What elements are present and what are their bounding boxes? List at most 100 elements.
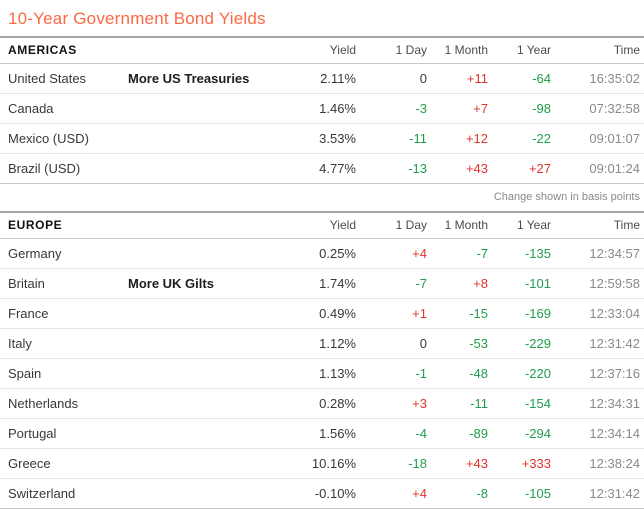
more-link-empty — [128, 358, 290, 389]
change-1month: +43 — [427, 153, 488, 184]
country-name[interactable]: Greece — [0, 448, 128, 479]
col-header-1day: 1 Day — [356, 37, 427, 64]
yield-value: 3.53% — [290, 123, 356, 154]
col-header-1day: 1 Day — [356, 212, 427, 239]
table-row: Portugal 1.56% -4 -89 -294 12:34:14 — [0, 418, 644, 449]
yield-value: 1.56% — [290, 418, 356, 449]
yield-value: 1.74% — [290, 268, 356, 299]
change-1day: -1 — [356, 358, 427, 389]
col-header-1year: 1 Year — [488, 212, 551, 239]
change-1day: +4 — [356, 238, 427, 269]
more-link-empty — [128, 298, 290, 329]
yield-value: 1.12% — [290, 328, 356, 359]
yield-value: 2.11% — [290, 63, 356, 94]
section-label-europe: EUROPE — [0, 212, 290, 239]
change-1month: +11 — [427, 63, 488, 94]
time-value: 12:31:42 — [551, 478, 644, 509]
change-1year: -169 — [488, 298, 551, 329]
table-row: Netherlands 0.28% +3 -11 -154 12:34:31 — [0, 388, 644, 419]
change-1year: -64 — [488, 63, 551, 94]
change-1year: -98 — [488, 93, 551, 124]
change-1day: -13 — [356, 153, 427, 184]
country-name[interactable]: Italy — [0, 328, 128, 359]
country-name[interactable]: Spain — [0, 358, 128, 389]
table-row: Canada 1.46% -3 +7 -98 07:32:58 — [0, 93, 644, 124]
col-header-yield: Yield — [290, 37, 356, 64]
table-row: United States More US Treasuries 2.11% 0… — [0, 63, 644, 94]
time-value: 09:01:07 — [551, 123, 644, 154]
change-1year: -229 — [488, 328, 551, 359]
change-1day: 0 — [356, 63, 427, 94]
section-header-row: EUROPE Yield 1 Day 1 Month 1 Year Time — [0, 212, 644, 239]
change-1year: -220 — [488, 358, 551, 389]
time-value: 16:35:02 — [551, 63, 644, 94]
country-name[interactable]: United States — [0, 63, 128, 94]
table-row: Switzerland -0.10% +4 -8 -105 12:31:42 — [0, 478, 644, 509]
change-1day: +4 — [356, 478, 427, 509]
time-value: 12:31:42 — [551, 328, 644, 359]
col-header-time: Time — [551, 37, 644, 64]
yield-value: 10.16% — [290, 448, 356, 479]
section-label-americas: AMERICAS — [0, 37, 290, 64]
change-1month: -53 — [427, 328, 488, 359]
change-1month: +8 — [427, 268, 488, 299]
americas-table: AMERICAS Yield 1 Day 1 Month 1 Year Time… — [0, 36, 644, 184]
time-value: 12:34:31 — [551, 388, 644, 419]
more-link-empty — [128, 153, 290, 184]
table-row: France 0.49% +1 -15 -169 12:33:04 — [0, 298, 644, 329]
more-link-empty — [128, 238, 290, 269]
col-header-1month: 1 Month — [427, 212, 488, 239]
country-name[interactable]: Brazil (USD) — [0, 153, 128, 184]
country-name[interactable]: Canada — [0, 93, 128, 124]
yield-value: 4.77% — [290, 153, 356, 184]
table-row: Italy 1.12% 0 -53 -229 12:31:42 — [0, 328, 644, 359]
country-name[interactable]: Switzerland — [0, 478, 128, 509]
yield-value: 0.49% — [290, 298, 356, 329]
country-name[interactable]: Germany — [0, 238, 128, 269]
col-header-1month: 1 Month — [427, 37, 488, 64]
more-link-empty — [128, 388, 290, 419]
time-value: 12:34:57 — [551, 238, 644, 269]
more-link-empty — [128, 418, 290, 449]
change-1month: -48 — [427, 358, 488, 389]
change-1year: +333 — [488, 448, 551, 479]
table-row: Britain More UK Gilts 1.74% -7 +8 -101 1… — [0, 268, 644, 299]
country-name[interactable]: Portugal — [0, 418, 128, 449]
yield-value: 1.46% — [290, 93, 356, 124]
table-row: Greece 10.16% -18 +43 +333 12:38:24 — [0, 448, 644, 479]
time-value: 12:37:16 — [551, 358, 644, 389]
col-header-yield: Yield — [290, 212, 356, 239]
table-row: Spain 1.13% -1 -48 -220 12:37:16 — [0, 358, 644, 389]
change-1year: +27 — [488, 153, 551, 184]
country-name[interactable]: France — [0, 298, 128, 329]
change-1month: +43 — [427, 448, 488, 479]
yield-value: 1.13% — [290, 358, 356, 389]
change-1day: -7 — [356, 268, 427, 299]
change-1month: -15 — [427, 298, 488, 329]
more-link-empty — [128, 448, 290, 479]
country-name[interactable]: Britain — [0, 268, 128, 299]
country-name[interactable]: Mexico (USD) — [0, 123, 128, 154]
change-1month: +12 — [427, 123, 488, 154]
section-header-row: AMERICAS Yield 1 Day 1 Month 1 Year Time — [0, 37, 644, 64]
change-1month: +7 — [427, 93, 488, 124]
more-uk-gilts-link[interactable]: More UK Gilts — [128, 268, 290, 299]
change-1year: -135 — [488, 238, 551, 269]
change-1day: +1 — [356, 298, 427, 329]
basis-points-note: Change shown in basis points — [493, 191, 640, 203]
table-row: Brazil (USD) 4.77% -13 +43 +27 09:01:24 — [0, 153, 644, 184]
table-row: Mexico (USD) 3.53% -11 +12 -22 09:01:07 — [0, 123, 644, 154]
change-1year: -154 — [488, 388, 551, 419]
change-1month: -11 — [427, 388, 488, 419]
col-header-1year: 1 Year — [488, 37, 551, 64]
more-us-treasuries-link[interactable]: More US Treasuries — [128, 63, 290, 94]
change-1year: -101 — [488, 268, 551, 299]
change-1day: +3 — [356, 388, 427, 419]
time-value: 12:33:04 — [551, 298, 644, 329]
change-1year: -105 — [488, 478, 551, 509]
change-1day: -3 — [356, 93, 427, 124]
time-value: 12:38:24 — [551, 448, 644, 479]
change-1day: -18 — [356, 448, 427, 479]
country-name[interactable]: Netherlands — [0, 388, 128, 419]
change-1day: -4 — [356, 418, 427, 449]
